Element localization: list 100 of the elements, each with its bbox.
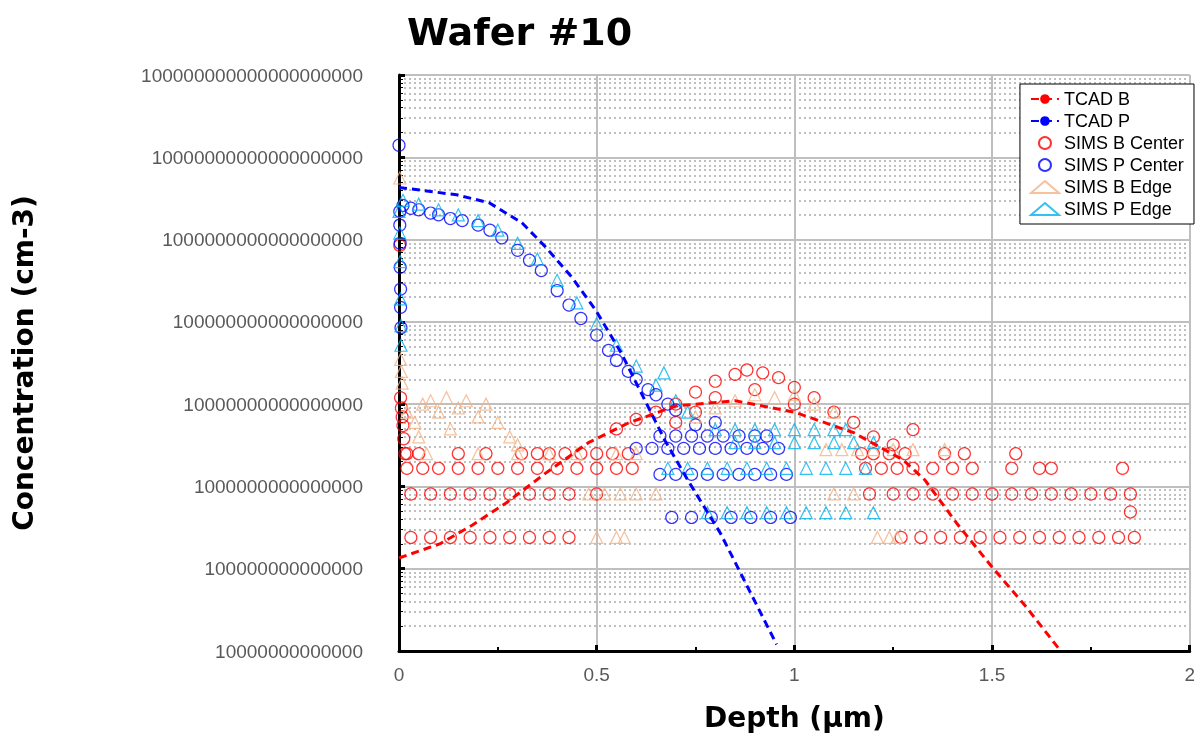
- point: [424, 394, 438, 408]
- point: [681, 405, 695, 419]
- point: [720, 461, 734, 475]
- y-tick-label: 100000000000000000: [172, 311, 363, 333]
- x-tick-label: 1.5: [978, 664, 1006, 685]
- point: [787, 423, 801, 437]
- point: [886, 443, 900, 457]
- point: [835, 443, 849, 457]
- point: [393, 292, 408, 306]
- point: [393, 254, 407, 269]
- point: [720, 506, 734, 520]
- point: [681, 461, 695, 475]
- point: [394, 338, 408, 352]
- point: [708, 423, 722, 437]
- point: [408, 415, 422, 429]
- y-tick-label: 1000000000000000000: [162, 229, 363, 251]
- point: [866, 506, 881, 520]
- legend-label: SIMS P Center: [1063, 155, 1184, 175]
- point: [819, 506, 833, 520]
- point: [416, 397, 430, 411]
- point: [590, 530, 604, 545]
- point: [906, 443, 920, 457]
- point: [740, 461, 754, 475]
- point: [767, 391, 782, 405]
- legend-label: TCAD P: [1063, 111, 1130, 131]
- point: [459, 394, 473, 408]
- point: [767, 436, 782, 450]
- point: [400, 405, 414, 419]
- point: [787, 388, 801, 402]
- point: [590, 317, 604, 331]
- point: [597, 487, 612, 501]
- point: [649, 378, 663, 392]
- point: [661, 461, 675, 475]
- point: [471, 214, 485, 228]
- point: [851, 443, 865, 457]
- point: [570, 296, 584, 310]
- legend-label: TCAD B: [1063, 89, 1130, 109]
- point: [629, 487, 643, 501]
- y-tick-label: 1000000000000000: [193, 475, 363, 497]
- point: [866, 443, 881, 457]
- point: [827, 436, 841, 450]
- point: [530, 252, 544, 266]
- y-tick-label: 10000000000000: [215, 640, 363, 662]
- point: [629, 447, 643, 461]
- point: [839, 506, 853, 520]
- point: [451, 208, 465, 222]
- x-tick-label: 0.5: [583, 664, 610, 685]
- point: [412, 430, 426, 444]
- point: [728, 436, 742, 450]
- point: [393, 171, 407, 185]
- y-tick-label: 100000000000000000000: [141, 64, 363, 86]
- point: [748, 436, 762, 450]
- point: [395, 376, 409, 390]
- point: [451, 401, 465, 415]
- point: [779, 461, 794, 475]
- point: [420, 447, 434, 461]
- point: [760, 506, 774, 520]
- point: [870, 530, 884, 545]
- point: [511, 236, 525, 250]
- point: [511, 438, 525, 452]
- point: [491, 223, 505, 237]
- y-tick-label: 10000000000000000000: [151, 146, 363, 168]
- point: [491, 415, 505, 429]
- point: [609, 338, 624, 352]
- point: [866, 436, 881, 450]
- legend-label: SIMS B Edge: [1063, 177, 1173, 197]
- point: [787, 436, 801, 450]
- line-series: [397, 185, 779, 646]
- point: [609, 447, 624, 461]
- point: [748, 423, 762, 437]
- point: [503, 430, 517, 444]
- point: [728, 394, 742, 408]
- y-axis-title: Concentration (cm-3): [6, 195, 40, 531]
- point: [396, 193, 410, 207]
- point: [937, 443, 952, 457]
- point: [649, 487, 663, 501]
- point: [700, 461, 714, 475]
- point: [748, 388, 762, 402]
- point: [728, 423, 742, 437]
- point: [443, 422, 457, 436]
- point: [779, 506, 794, 520]
- point: [657, 366, 671, 380]
- x-tick-label: 2: [1184, 664, 1196, 685]
- point: [479, 397, 493, 411]
- point: [550, 273, 564, 287]
- point: [431, 405, 446, 419]
- point: [760, 461, 774, 475]
- point: [740, 506, 754, 520]
- x-axis-title: Depth (µm): [704, 700, 885, 734]
- point: [819, 461, 833, 475]
- legend-label: SIMS P Edge: [1063, 199, 1172, 219]
- point: [807, 397, 821, 411]
- point: [582, 487, 596, 501]
- point: [617, 530, 631, 545]
- point: [847, 487, 861, 501]
- point: [394, 364, 408, 378]
- legend-label: SIMS B Center: [1063, 133, 1185, 153]
- point: [609, 530, 624, 545]
- point: [799, 506, 813, 520]
- point: [807, 423, 821, 437]
